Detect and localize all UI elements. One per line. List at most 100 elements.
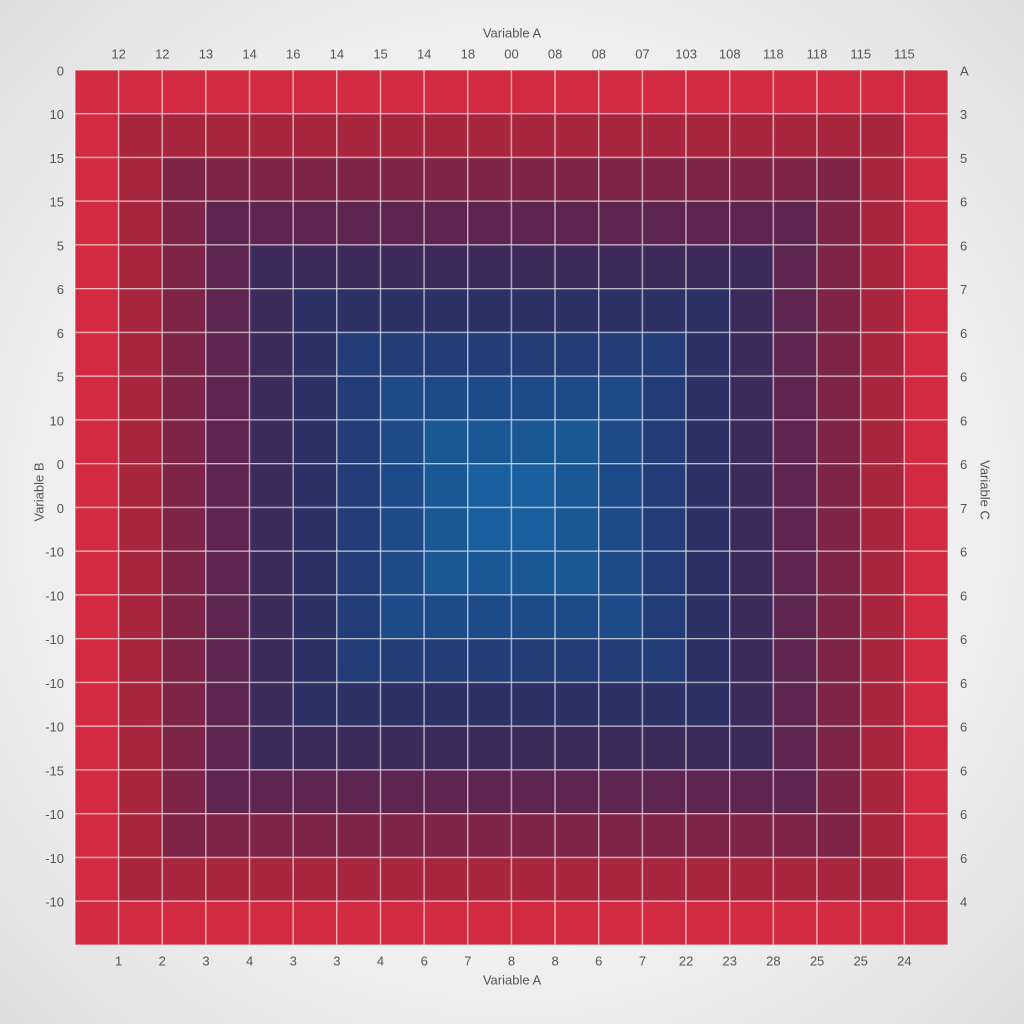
- heatmap-cell: [379, 769, 425, 815]
- heatmap-cell: [859, 419, 906, 465]
- heatmap-cell: [423, 594, 469, 640]
- heatmap-cell: [205, 156, 251, 202]
- top-tick-label: 108: [719, 46, 741, 61]
- heatmap-cell: [598, 419, 644, 465]
- heatmap-cell: [685, 594, 731, 640]
- heatmap-cell: [117, 638, 164, 684]
- heatmap-cell: [467, 506, 513, 552]
- heatmap-cell: [816, 375, 862, 421]
- right-tick-label: 6: [960, 195, 967, 210]
- heatmap-cell: [772, 900, 818, 946]
- heatmap-cell: [379, 725, 425, 771]
- heatmap-cell: [117, 244, 164, 290]
- top-tick-label: 13: [199, 46, 213, 61]
- bottom-tick-label: 3: [202, 953, 209, 968]
- heatmap-cell: [816, 419, 862, 465]
- heatmap-cell: [598, 900, 644, 946]
- heatmap-cell: [161, 375, 207, 421]
- heatmap-cell: [729, 506, 775, 552]
- left-tick-label: -10: [45, 851, 64, 866]
- top-tick-label: 08: [548, 46, 562, 61]
- heatmap-cell: [685, 550, 731, 596]
- right-tick-label: 7: [960, 501, 967, 516]
- bottom-tick-label: 2: [159, 953, 166, 968]
- heatmap-cell: [685, 113, 731, 159]
- right-tick-label: 6: [960, 851, 967, 866]
- heatmap-cell: [816, 200, 862, 246]
- top-tick-label: 14: [330, 46, 344, 61]
- heatmap-cell: [816, 69, 862, 115]
- heatmap-cell: [161, 594, 207, 640]
- heatmap-cell: [117, 463, 164, 509]
- heatmap-cell: [510, 594, 556, 640]
- heatmap-cell: [117, 419, 164, 465]
- left-tick-label: -10: [45, 588, 64, 603]
- heatmap-cell: [903, 288, 949, 334]
- heatmap-cell: [423, 900, 469, 946]
- heatmap-cell: [292, 69, 338, 115]
- heatmap-cell: [685, 506, 731, 552]
- heatmap-cell: [510, 550, 556, 596]
- heatmap-cell: [859, 638, 906, 684]
- heatmap-cell: [598, 463, 644, 509]
- left-tick-label: -10: [45, 545, 64, 560]
- heatmap-cell: [510, 156, 556, 202]
- heatmap-cell: [554, 200, 600, 246]
- bottom-tick-label: 25: [810, 953, 824, 968]
- heatmap-cell: [161, 419, 207, 465]
- heatmap-cell: [510, 244, 556, 290]
- heatmap-cell: [336, 769, 382, 815]
- heatmap-cell: [336, 244, 382, 290]
- heatmap-cell: [205, 200, 251, 246]
- heatmap-cell: [510, 769, 556, 815]
- heatmap-cell: [467, 244, 513, 290]
- heatmap-cell: [859, 288, 906, 334]
- heatmap-cell: [74, 331, 120, 377]
- heatmap-cell: [816, 769, 862, 815]
- heatmap-cell: [117, 769, 164, 815]
- heatmap-cell: [859, 594, 906, 640]
- right-tick-label: 6: [960, 545, 967, 560]
- heatmap-cell: [336, 550, 382, 596]
- right-tick-label: 5: [960, 151, 967, 166]
- heatmap-cell: [641, 681, 687, 727]
- heatmap-cell: [467, 288, 513, 334]
- heatmap-cell: [772, 288, 818, 334]
- heatmap-cell: [292, 813, 338, 859]
- heatmap-cell: [641, 69, 687, 115]
- heatmap-cell: [205, 506, 251, 552]
- heatmap-cell: [685, 856, 731, 902]
- heatmap-cell: [510, 813, 556, 859]
- heatmap-cell: [816, 113, 862, 159]
- heatmap-cell: [467, 200, 513, 246]
- bottom-tick-label: 24: [897, 953, 911, 968]
- left-tick-label: -15: [45, 763, 64, 778]
- heatmap-cell: [74, 156, 120, 202]
- heatmap-cell: [292, 244, 338, 290]
- heatmap-cell: [205, 463, 251, 509]
- heatmap-cell: [248, 813, 295, 859]
- heatmap-cell: [74, 550, 120, 596]
- heatmap-cell: [859, 550, 906, 596]
- heatmap-cell: [336, 69, 382, 115]
- heatmap-cell: [641, 856, 687, 902]
- heatmap-cell: [685, 375, 731, 421]
- heatmap-cell: [248, 725, 295, 771]
- heatmap-cell: [336, 813, 382, 859]
- heatmap-cell: [816, 638, 862, 684]
- heatmap-cell: [117, 375, 164, 421]
- heatmap-cell: [816, 288, 862, 334]
- heatmap-cell: [336, 856, 382, 902]
- heatmap-cell: [205, 288, 251, 334]
- heatmap-cell: [554, 900, 600, 946]
- heatmap-cell: [161, 550, 207, 596]
- heatmap-cell: [205, 856, 251, 902]
- heatmap-cell: [292, 900, 338, 946]
- heatmap-cell: [903, 900, 949, 946]
- heatmap-cell: [598, 594, 644, 640]
- heatmap-cell: [117, 681, 164, 727]
- bottom-tick-label: 3: [290, 953, 297, 968]
- heatmap-cell: [903, 200, 949, 246]
- left-tick-label: -10: [45, 807, 64, 822]
